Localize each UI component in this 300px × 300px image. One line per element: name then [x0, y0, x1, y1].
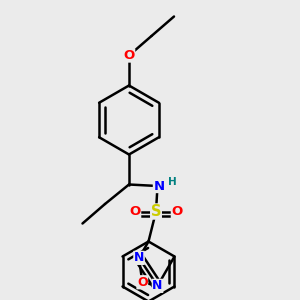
Text: H: H [167, 177, 176, 188]
Text: N: N [134, 251, 144, 264]
Text: N: N [153, 179, 165, 193]
Text: S: S [151, 204, 161, 219]
Text: O: O [129, 205, 141, 218]
Text: O: O [123, 49, 135, 62]
Text: O: O [137, 276, 148, 289]
Text: N: N [152, 279, 163, 292]
Text: O: O [171, 205, 183, 218]
